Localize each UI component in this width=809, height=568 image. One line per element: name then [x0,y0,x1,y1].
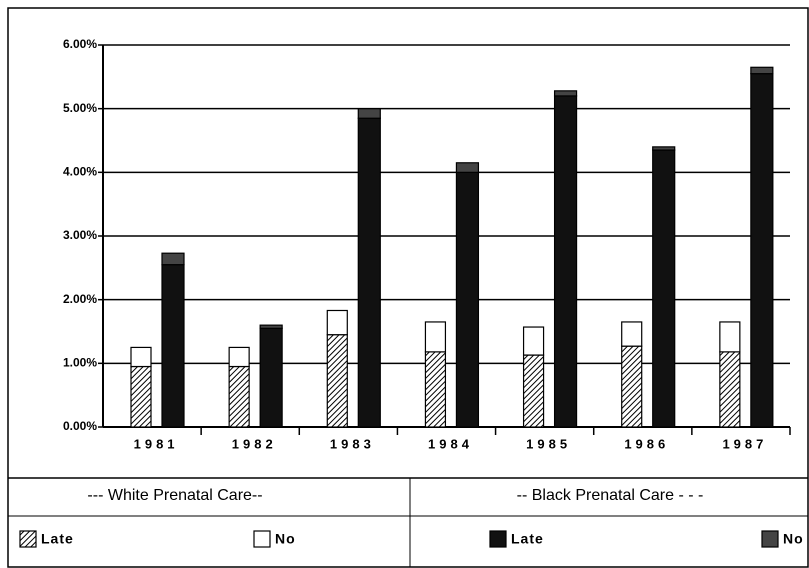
bar-segment [750,73,774,428]
y-tick-label: 3.00% [63,228,97,242]
bar-segment [652,146,676,151]
y-tick-label: 5.00% [63,101,97,115]
bar-segment [621,345,643,428]
x-tick-label: 1982 [232,436,277,451]
bar-segment [522,326,545,356]
bar-segment [326,334,348,428]
x-tick-label: 1987 [722,436,767,451]
legend-swatch [761,530,779,548]
bar-segment [259,327,283,428]
bar-segment [455,162,480,173]
frame [7,7,809,568]
y-tick-label: 6.00% [63,37,97,51]
y-tick-label: 0.00% [63,419,97,433]
bar-segment [553,90,578,97]
legend-swatch [489,530,507,548]
legend-swatch [19,530,37,548]
legend-group: --- White Prenatal Care-- [87,487,262,504]
y-tick-label: 2.00% [63,292,97,306]
bar-segment [326,309,348,336]
legend-label: Late [41,531,74,547]
legend-label: Late [511,531,544,547]
bar-segment [424,321,447,353]
bar-segment [652,149,676,428]
legend-label: No [275,531,296,547]
x-tick-label: 1986 [624,436,669,451]
bar-segment [161,252,185,266]
legend-swatch [253,530,271,548]
y-tick-label: 4.00% [63,165,97,179]
y-tick-label: 1.00% [63,356,97,370]
bar-segment [553,95,578,428]
bar-segment [161,264,185,428]
bar-segment [228,365,250,428]
bar-segment [130,346,152,368]
bar-segment [750,66,774,75]
bar-segment [719,351,741,428]
bar-segment [621,321,643,347]
bar-segment [357,117,381,428]
bar-segment [719,321,741,353]
x-tick-label: 1984 [428,436,473,451]
bar-segment [455,171,480,428]
bar-segment [424,351,447,428]
x-tick-label: 1983 [330,436,375,451]
bar-segment [228,346,250,368]
bar-segment [522,354,545,428]
x-tick-label: 1981 [134,436,179,451]
x-tick-label: 1985 [526,436,571,451]
legend-label: No [783,531,804,547]
legend-group: -- Black Prenatal Care - - - [517,487,704,504]
bar-segment [130,365,152,428]
bar-segment [259,324,283,329]
bar-segment [357,108,381,119]
